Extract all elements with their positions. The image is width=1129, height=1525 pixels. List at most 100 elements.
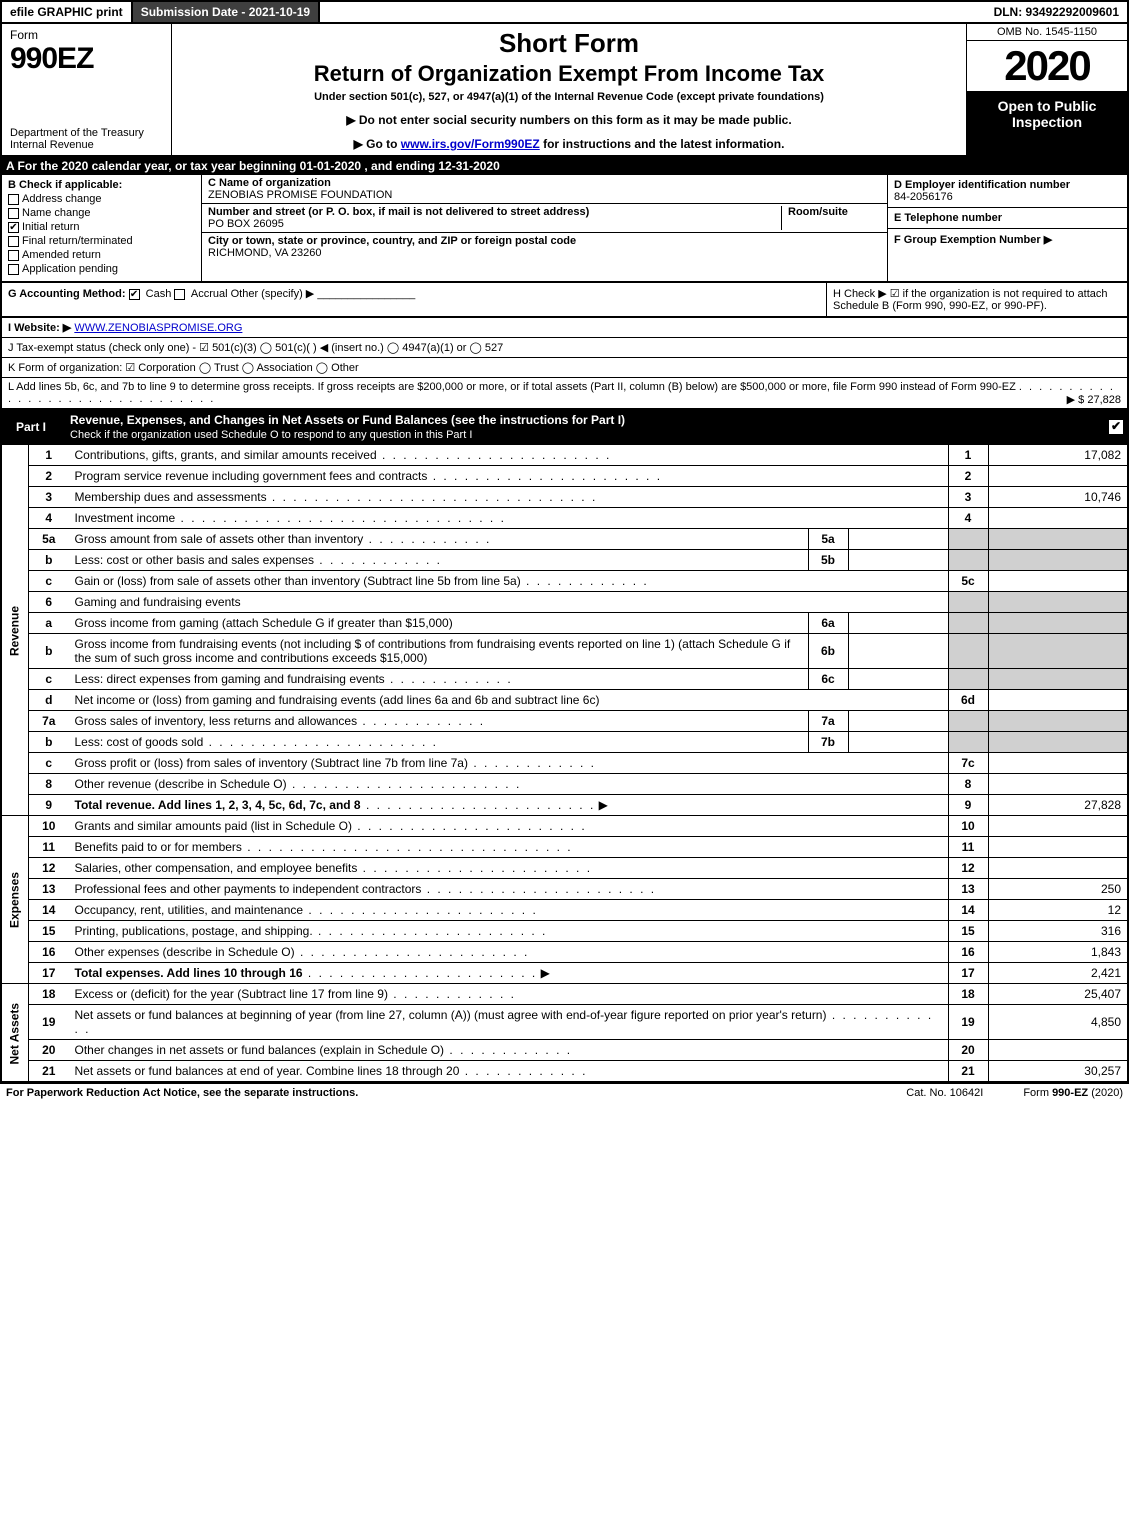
org-name-label: C Name of organization [208,177,331,189]
part-1-subtitle: Check if the organization used Schedule … [70,429,472,441]
part-1-title: Revenue, Expenses, and Changes in Net As… [70,413,625,441]
form-number: 990EZ [10,42,163,76]
line-7b: b Less: cost of goods sold 7b [1,732,1128,753]
line-18: Net Assets 18 Excess or (deficit) for th… [1,984,1128,1005]
header-center: Short Form Return of Organization Exempt… [172,24,967,155]
line-14: 14 Occupancy, rent, utilities, and maint… [1,900,1128,921]
line-6d: d Net income or (loss) from gaming and f… [1,690,1128,711]
form-version: Form 990-EZ (2020) [1023,1087,1123,1099]
line-13: 13 Professional fees and other payments … [1,879,1128,900]
line-l-amount: ▶ $ 27,828 [1067,393,1121,406]
submission-date: Submission Date - 2021-10-19 [133,2,320,22]
net-assets-side-label: Net Assets [1,984,29,1083]
entity-right: D Employer identification number 84-2056… [887,175,1127,281]
line-4: 4 Investment income 4 [1,508,1128,529]
phone-row: E Telephone number [888,208,1127,229]
line-l-text: L Add lines 5b, 6c, and 7b to line 9 to … [8,381,1016,393]
website-row: I Website: ▶ WWW.ZENOBIASPROMISE.ORG [2,318,1127,338]
part-1-table: Revenue 1 Contributions, gifts, grants, … [0,444,1129,1083]
paperwork-notice: For Paperwork Reduction Act Notice, see … [6,1087,358,1099]
street-label: Number and street (or P. O. box, if mail… [208,206,589,218]
ein-label: D Employer identification number [894,179,1070,191]
line-8: 8 Other revenue (describe in Schedule O)… [1,774,1128,795]
instruction-goto: ▶ Go to www.irs.gov/Form990EZ for instru… [180,137,958,151]
header-right: OMB No. 1545-1150 2020 Open to Public In… [967,24,1127,155]
part-1-header: Part I Revenue, Expenses, and Changes in… [0,410,1129,444]
street-value: PO BOX 26095 [208,218,284,230]
omb-number: OMB No. 1545-1150 [967,24,1127,41]
line-l-row: L Add lines 5b, 6c, and 7b to line 9 to … [2,378,1127,408]
accounting-schedule-row: G Accounting Method: Cash Accrual Other … [0,283,1129,318]
top-bar: efile GRAPHIC print Submission Date - 20… [0,0,1129,24]
accounting-other-label: Other (specify) ▶ [231,288,315,300]
form-org-row: K Form of organization: ☑ Corporation ◯ … [2,358,1127,378]
under-section-text: Under section 501(c), 527, or 4947(a)(1)… [180,91,958,103]
check-initial-return[interactable]: Initial return [8,221,195,233]
instruction-prefix: ▶ Go to [354,137,401,151]
check-if-applicable-label: B Check if applicable: [8,179,122,191]
efile-print-label: efile GRAPHIC print [2,2,133,22]
line-16: 16 Other expenses (describe in Schedule … [1,942,1128,963]
check-application-pending[interactable]: Application pending [8,263,195,275]
form-header: Form 990EZ Department of the Treasury In… [0,24,1129,157]
page-footer: For Paperwork Reduction Act Notice, see … [0,1083,1129,1102]
line-7c: c Gross profit or (loss) from sales of i… [1,753,1128,774]
entity-section: B Check if applicable: Address change Na… [0,175,1129,283]
schedule-b-check: H Check ▶ ☑ if the organization is not r… [827,283,1127,316]
instruction-suffix: for instructions and the latest informat… [540,137,785,151]
street-row: Number and street (or P. O. box, if mail… [202,204,887,233]
group-label: F Group Exemption Number ▶ [894,234,1052,246]
irs-link[interactable]: www.irs.gov/Form990EZ [401,137,540,151]
part-1-schedule-o-check[interactable]: ✔ [1109,420,1123,434]
accounting-accrual-label: Accrual [191,288,228,300]
accounting-cash-check[interactable] [129,289,140,300]
line-1-ref: 1 [948,445,988,466]
line-17: 17 Total expenses. Add lines 10 through … [1,963,1128,984]
check-name-change[interactable]: Name change [8,207,195,219]
accounting-label: G Accounting Method: [8,288,126,300]
line-21: 21 Net assets or fund balances at end of… [1,1061,1128,1083]
org-name-row: C Name of organization ZENOBIAS PROMISE … [202,175,887,204]
line-12: 12 Salaries, other compensation, and emp… [1,858,1128,879]
dln-number: DLN: 93492292009601 [986,2,1127,22]
expenses-side-label: Expenses [1,816,29,984]
city-row: City or town, state or province, country… [202,233,887,261]
line-7a: 7a Gross sales of inventory, less return… [1,711,1128,732]
line-5a: 5a Gross amount from sale of assets othe… [1,529,1128,550]
open-to-public-inspection: Open to Public Inspection [967,92,1127,155]
entity-center: C Name of organization ZENOBIAS PROMISE … [202,175,887,281]
header-left: Form 990EZ Department of the Treasury In… [2,24,172,155]
part-1-title-text: Revenue, Expenses, and Changes in Net As… [70,413,625,427]
website-label: I Website: ▶ [8,322,71,334]
ein-value: 84-2056176 [894,191,953,203]
line-1-amount: 17,082 [988,445,1128,466]
ein-row: D Employer identification number 84-2056… [888,175,1127,208]
line-3: 3 Membership dues and assessments 3 10,7… [1,487,1128,508]
line-6a: a Gross income from gaming (attach Sched… [1,613,1128,634]
line-1: Revenue 1 Contributions, gifts, grants, … [1,445,1128,466]
line-1-desc: Contributions, gifts, grants, and simila… [69,445,949,466]
line-5c: c Gain or (loss) from sale of assets oth… [1,571,1128,592]
check-address-change[interactable]: Address change [8,193,195,205]
short-form-title: Short Form [180,28,958,59]
city-value: RICHMOND, VA 23260 [208,247,322,259]
check-amended-return[interactable]: Amended return [8,249,195,261]
tax-year: 2020 [967,41,1127,92]
accounting-accrual-check[interactable] [174,289,185,300]
line-6: 6 Gaming and fundraising events [1,592,1128,613]
tax-exempt-row: J Tax-exempt status (check only one) - ☑… [2,338,1127,358]
return-title: Return of Organization Exempt From Incom… [180,61,958,87]
accounting-method: G Accounting Method: Cash Accrual Other … [2,283,827,316]
room-label: Room/suite [788,206,848,218]
tax-period: A For the 2020 calendar year, or tax yea… [0,157,1129,175]
website-link[interactable]: WWW.ZENOBIASPROMISE.ORG [74,322,242,334]
catalog-number: Cat. No. 10642I [906,1087,983,1099]
check-final-return[interactable]: Final return/terminated [8,235,195,247]
line-6c: c Less: direct expenses from gaming and … [1,669,1128,690]
phone-label: E Telephone number [894,212,1002,224]
line-9: 9 Total revenue. Add lines 1, 2, 3, 4, 5… [1,795,1128,816]
org-name-value: ZENOBIAS PROMISE FOUNDATION [208,189,392,201]
form-label: Form [10,28,163,42]
group-exemption-row: F Group Exemption Number ▶ [888,229,1127,250]
department-label: Department of the Treasury Internal Reve… [10,127,163,151]
